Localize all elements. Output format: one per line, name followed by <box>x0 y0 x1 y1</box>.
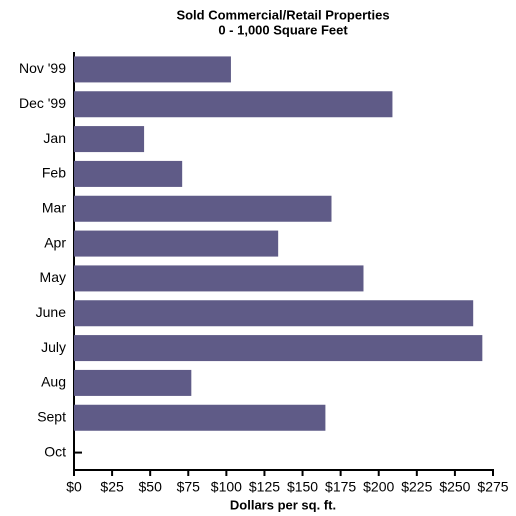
bar <box>74 369 192 396</box>
x-tick-label: $25 <box>100 479 124 495</box>
x-tick-label: $50 <box>139 479 163 495</box>
x-tick-label: $200 <box>363 479 394 495</box>
bar <box>74 230 279 257</box>
x-tick-label: $100 <box>211 479 242 495</box>
y-tick-label: May <box>40 269 66 285</box>
bar <box>74 335 483 362</box>
y-tick-label: Oct <box>44 443 66 459</box>
chart-subtitle: 0 - 1,000 Square Feet <box>218 22 348 37</box>
bar <box>74 404 326 431</box>
y-tick-label: Feb <box>42 165 66 181</box>
x-tick-label: $175 <box>325 479 356 495</box>
y-tick-label: Jan <box>43 130 66 146</box>
x-tick-label: $75 <box>177 479 201 495</box>
y-tick-label: Dec '99 <box>19 95 66 111</box>
x-tick-label: $0 <box>66 479 82 495</box>
bar <box>74 126 145 153</box>
bar <box>74 195 332 222</box>
x-tick-label: $150 <box>287 479 318 495</box>
bar <box>74 300 474 327</box>
bar <box>74 265 364 292</box>
x-tick-label: $275 <box>477 479 508 495</box>
y-tick-label: Nov '99 <box>19 60 66 76</box>
x-axis-label: Dollars per sq. ft. <box>230 497 336 512</box>
x-tick-label: $250 <box>439 479 470 495</box>
bar <box>74 56 231 83</box>
bar <box>74 91 393 118</box>
x-tick-label: $225 <box>401 479 432 495</box>
x-tick-label: $125 <box>249 479 280 495</box>
y-tick-label: Apr <box>44 234 66 250</box>
y-tick-label: Aug <box>41 374 66 390</box>
y-tick-label: July <box>41 339 66 355</box>
y-tick-label: Mar <box>42 199 66 215</box>
y-tick-label: Sept <box>37 408 66 424</box>
y-tick-label: June <box>36 304 67 320</box>
bar <box>74 160 183 187</box>
chart-title: Sold Commercial/Retail Properties <box>176 7 389 22</box>
